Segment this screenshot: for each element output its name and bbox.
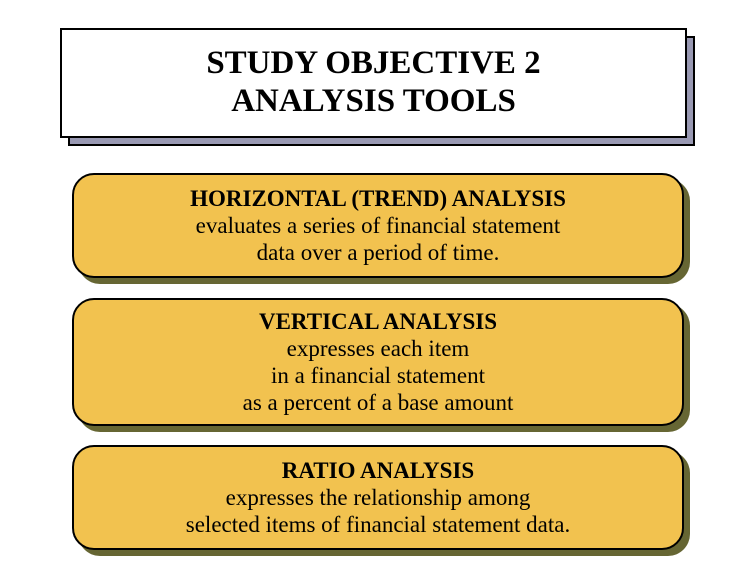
card-body-line: expresses each item — [287, 335, 470, 362]
card-title: RATIO ANALYSIS — [282, 457, 474, 484]
card-face: VERTICAL ANALYSIS expresses each item in… — [72, 298, 684, 426]
card-body-line: data over a period of time. — [257, 239, 500, 266]
card-body-line: selected items of financial statement da… — [186, 511, 570, 538]
title-box-face: STUDY OBJECTIVE 2 ANALYSIS TOOLS — [60, 28, 687, 138]
card-body-line: expresses the relationship among — [226, 484, 531, 511]
card-vertical-analysis: VERTICAL ANALYSIS expresses each item in… — [72, 298, 684, 426]
card-title: HORIZONTAL (TREND) ANALYSIS — [190, 185, 566, 212]
card-body-line: as a percent of a base amount — [243, 389, 514, 416]
card-body-line: evaluates a series of financial statemen… — [196, 212, 561, 239]
title-line-2: ANALYSIS TOOLS — [231, 83, 516, 121]
card-face: RATIO ANALYSIS expresses the relationshi… — [72, 445, 684, 550]
card-body-line: in a financial statement — [271, 362, 485, 389]
title-line-1: STUDY OBJECTIVE 2 — [206, 45, 540, 83]
card-title: VERTICAL ANALYSIS — [259, 308, 497, 335]
title-box: STUDY OBJECTIVE 2 ANALYSIS TOOLS — [60, 28, 695, 146]
card-horizontal-analysis: HORIZONTAL (TREND) ANALYSIS evaluates a … — [72, 173, 684, 278]
card-face: HORIZONTAL (TREND) ANALYSIS evaluates a … — [72, 173, 684, 278]
card-ratio-analysis: RATIO ANALYSIS expresses the relationshi… — [72, 445, 684, 550]
